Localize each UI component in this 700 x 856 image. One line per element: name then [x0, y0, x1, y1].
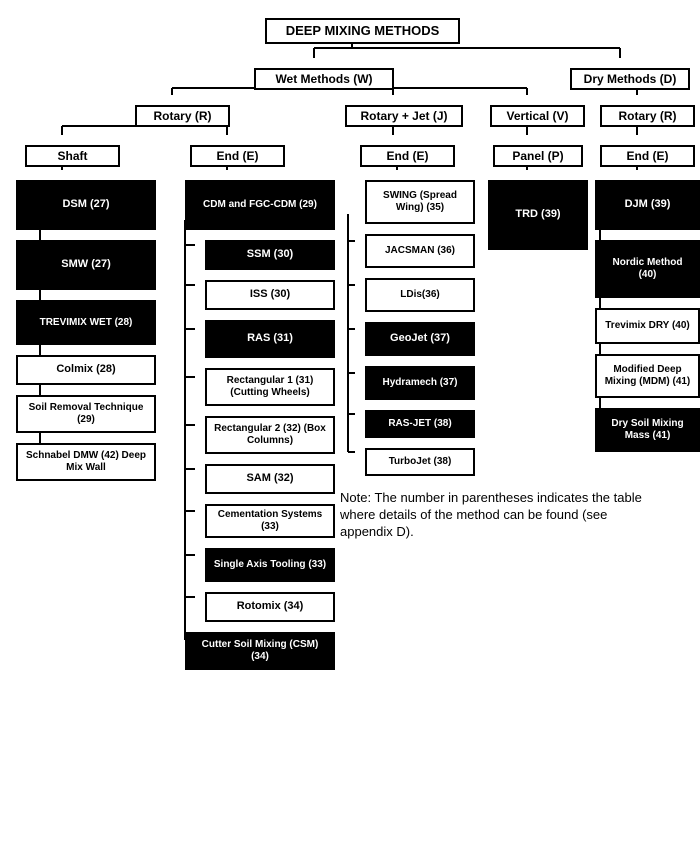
node-jet-end: End (E) — [360, 145, 455, 167]
node-iss: ISS (30) — [205, 280, 335, 310]
node-dry-rotary: Rotary (R) — [600, 105, 695, 127]
node-rasjet: RAS-JET (38) — [365, 410, 475, 438]
node-single-axis: Single Axis Tooling (33) — [205, 548, 335, 582]
node-mdm: Modified Deep Mixing (MDM) (41) — [595, 354, 700, 398]
node-cementation: Cementation Systems (33) — [205, 504, 335, 538]
node-dry: Dry Methods (D) — [570, 68, 690, 90]
node-geojet: GeoJet (37) — [365, 322, 475, 356]
node-root: DEEP MIXING METHODS — [265, 18, 460, 44]
node-wet-end: End (E) — [190, 145, 285, 167]
node-dsm: DSM (27) — [16, 180, 156, 230]
node-dry-mass: Dry Soil Mixing Mass (41) — [595, 408, 700, 452]
node-ssm: SSM (30) — [205, 240, 335, 270]
node-wet-rotary: Rotary (R) — [135, 105, 230, 127]
node-wet: Wet Methods (W) — [254, 68, 394, 90]
node-rotomix: Rotomix (34) — [205, 592, 335, 622]
node-wet-vertical: Vertical (V) — [490, 105, 585, 127]
node-ldis: LDis(36) — [365, 278, 475, 312]
node-djm: DJM (39) — [595, 180, 700, 230]
node-trevimix-wet: TREVIMIX WET (28) — [16, 300, 156, 345]
node-wet-rotjet: Rotary + Jet (J) — [345, 105, 463, 127]
node-shaft: Shaft — [25, 145, 120, 167]
node-trevimix-dry: Trevimix DRY (40) — [595, 308, 700, 344]
node-turbojet: TurboJet (38) — [365, 448, 475, 476]
node-rect1: Rectangular 1 (31) (Cutting Wheels) — [205, 368, 335, 406]
node-trd: TRD (39) — [488, 180, 588, 250]
node-dry-end: End (E) — [600, 145, 695, 167]
node-schnabel: Schnabel DMW (42) Deep Mix Wall — [16, 443, 156, 481]
node-soil-removal: Soil Removal Technique (29) — [16, 395, 156, 433]
node-rect2: Rectangular 2 (32) (Box Columns) — [205, 416, 335, 454]
node-nordic: Nordic Method (40) — [595, 240, 700, 298]
node-ras: RAS (31) — [205, 320, 335, 358]
node-colmix: Colmix (28) — [16, 355, 156, 385]
node-smw: SMW (27) — [16, 240, 156, 290]
node-cdm: CDM and FGC-CDM (29) — [185, 180, 335, 230]
footnote: Note: The number in parentheses indicate… — [340, 490, 660, 541]
node-csm: Cutter Soil Mixing (CSM) (34) — [185, 632, 335, 670]
node-sam: SAM (32) — [205, 464, 335, 494]
node-hydramech: Hydramech (37) — [365, 366, 475, 400]
node-panel: Panel (P) — [493, 145, 583, 167]
node-jacsman: JACSMAN (36) — [365, 234, 475, 268]
node-swing: SWING (Spread Wing) (35) — [365, 180, 475, 224]
